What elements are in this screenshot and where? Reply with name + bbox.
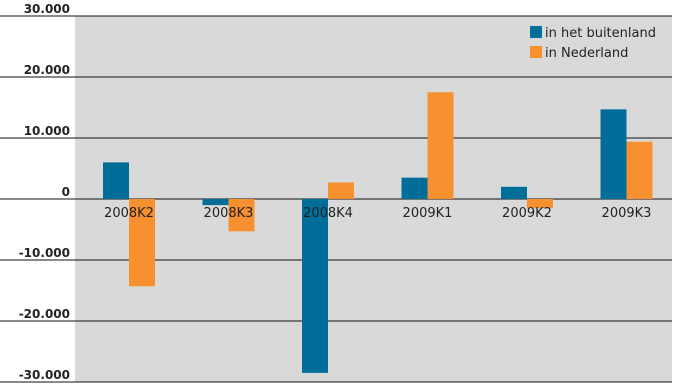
bar-nederland — [427, 92, 454, 199]
bar-buitenland — [302, 199, 328, 373]
legend-label-buitenland: in het buitenland — [545, 26, 656, 41]
y-tick-label: 0 — [62, 185, 70, 199]
y-tick-label: 20.000 — [24, 63, 70, 77]
legend: in het buitenland in Nederland — [530, 26, 656, 61]
bar-buitenland — [103, 162, 129, 199]
y-tick-label: -10.000 — [19, 246, 70, 260]
x-axis-category-labels: 2008K2 2008K3 2008K4 2009K1 2009K2 2009K3 — [104, 206, 651, 221]
legend-swatch-nederland — [530, 46, 542, 58]
y-tick-label: -30.000 — [19, 368, 70, 382]
bar-nederland — [129, 199, 155, 287]
bars — [103, 92, 653, 373]
bar-buitenland — [600, 109, 627, 199]
category-label: 2009K1 — [403, 206, 453, 221]
legend-label-nederland: in Nederland — [545, 46, 628, 61]
category-label: 2008K4 — [303, 206, 353, 221]
category-label: 2009K3 — [602, 206, 652, 221]
y-tick-label: 10.000 — [24, 124, 70, 138]
bar-nederland — [626, 141, 653, 199]
bar-nederland — [328, 182, 354, 199]
bar-buitenland — [501, 186, 527, 199]
y-tick-label: 30.000 — [24, 2, 70, 16]
y-axis-tick-labels: 30.000 20.000 10.000 0 -10.000 -20.000 -30.000 — [19, 2, 70, 382]
bar-buitenland — [401, 177, 428, 199]
bar-nederland — [228, 199, 255, 232]
bar-nederland — [527, 199, 553, 209]
category-label: 2008K3 — [204, 206, 254, 221]
bar-buitenland — [202, 199, 229, 206]
legend-swatch-buitenland — [530, 26, 542, 38]
category-label: 2008K2 — [104, 206, 154, 221]
category-label: 2009K2 — [502, 206, 552, 221]
y-tick-label: -20.000 — [19, 307, 70, 321]
